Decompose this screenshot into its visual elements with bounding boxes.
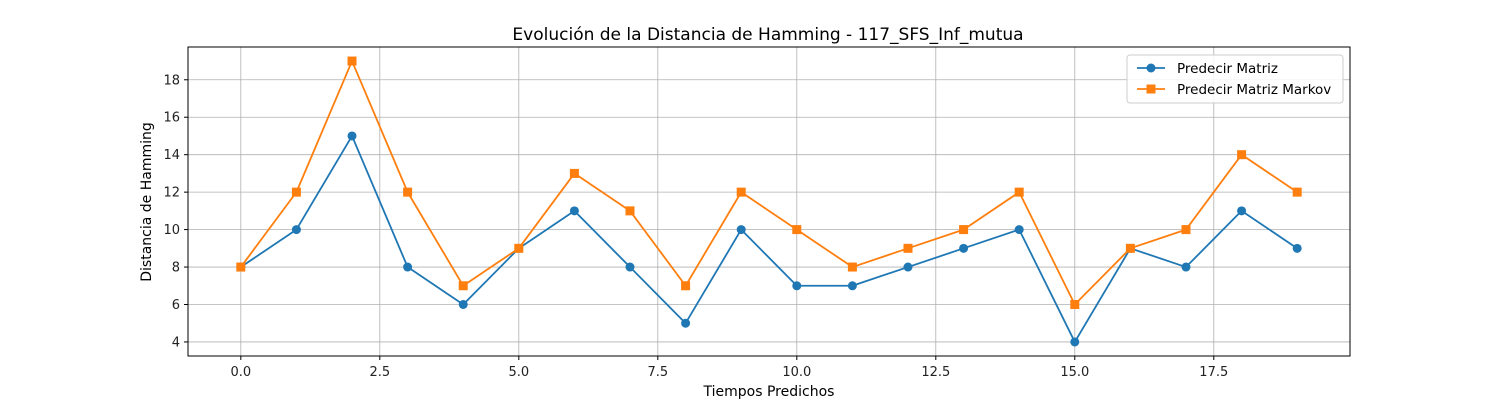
legend-item: Predecir Matriz	[1137, 61, 1278, 77]
data-point	[1292, 243, 1302, 253]
data-point	[291, 187, 301, 197]
data-point	[1237, 150, 1247, 160]
x-tick-label: 2.5	[369, 365, 390, 380]
data-point	[347, 56, 357, 66]
y-tick-label: 14	[163, 148, 180, 163]
data-point	[347, 131, 357, 141]
legend-marker	[1146, 63, 1156, 73]
chart-title: Evolución de la Distancia de Hamming - 1…	[512, 25, 1023, 45]
series-2	[236, 56, 1302, 309]
data-point	[903, 243, 913, 253]
data-point	[792, 281, 802, 291]
data-point	[569, 206, 579, 216]
x-axis-ticks: 0.0 2.5 5.0 7.5 10.0 12.5 15.0 17.5	[230, 356, 1228, 380]
data-point	[625, 206, 635, 216]
data-point	[1125, 243, 1135, 253]
data-point	[625, 262, 635, 272]
y-tick-label: 10	[163, 223, 180, 238]
data-point	[236, 262, 246, 272]
data-point	[1181, 225, 1191, 235]
data-point	[736, 225, 746, 235]
y-tick-label: 16	[163, 111, 180, 126]
data-point	[458, 300, 468, 309]
data-point	[403, 262, 413, 272]
data-point	[847, 281, 857, 291]
data-point	[959, 225, 969, 235]
series-line	[240, 60, 1298, 306]
data-point	[736, 187, 746, 197]
data-point	[1070, 300, 1080, 309]
legend-marker	[1146, 84, 1156, 94]
legend-label: Predecir Matriz Markov	[1177, 82, 1331, 98]
series-line	[240, 135, 1298, 343]
legend-label: Predecir Matriz	[1177, 61, 1278, 77]
x-tick-label: 17.5	[1199, 365, 1228, 380]
data-point	[458, 281, 468, 291]
data-point	[514, 243, 524, 253]
data-point	[1070, 337, 1080, 347]
data-point	[403, 187, 413, 197]
data-point	[569, 168, 579, 178]
y-tick-label: 8	[172, 261, 180, 276]
x-tick-label: 12.5	[921, 365, 950, 380]
data-point	[1292, 187, 1302, 197]
data-point	[959, 243, 969, 253]
data-point	[681, 281, 691, 291]
data-point	[1014, 187, 1024, 197]
legend-item: Predecir Matriz Markov	[1137, 82, 1331, 98]
y-tick-label: 12	[163, 186, 180, 201]
x-tick-label: 10.0	[782, 365, 811, 380]
data-point	[792, 225, 802, 235]
y-tick-label: 6	[172, 298, 180, 313]
legend-box	[1126, 54, 1344, 104]
x-tick-label: 5.0	[508, 365, 529, 380]
data-point	[1237, 206, 1247, 216]
data-point	[681, 318, 691, 328]
y-tick-label: 18	[163, 73, 180, 88]
x-tick-label: 7.5	[647, 365, 668, 380]
data-point	[1014, 225, 1024, 235]
data-point	[903, 262, 913, 272]
y-axis-label: Distancia de Hamming	[139, 122, 155, 282]
x-tick-label: 0.0	[230, 365, 251, 380]
data-point	[291, 225, 301, 235]
x-tick-label: 15.0	[1060, 365, 1089, 380]
plot-series	[236, 56, 1302, 347]
x-axis-label: Tiempos Predichos	[703, 384, 835, 400]
legend: Predecir Matriz Predecir Matriz Markov	[1126, 54, 1344, 104]
y-tick-label: 4	[172, 335, 180, 350]
data-point	[1181, 262, 1191, 272]
plot-frame	[187, 46, 1351, 357]
grid	[188, 47, 1350, 356]
y-axis-ticks: 4 6 8 10 12 14 16 18	[163, 73, 188, 350]
data-point	[847, 262, 857, 272]
